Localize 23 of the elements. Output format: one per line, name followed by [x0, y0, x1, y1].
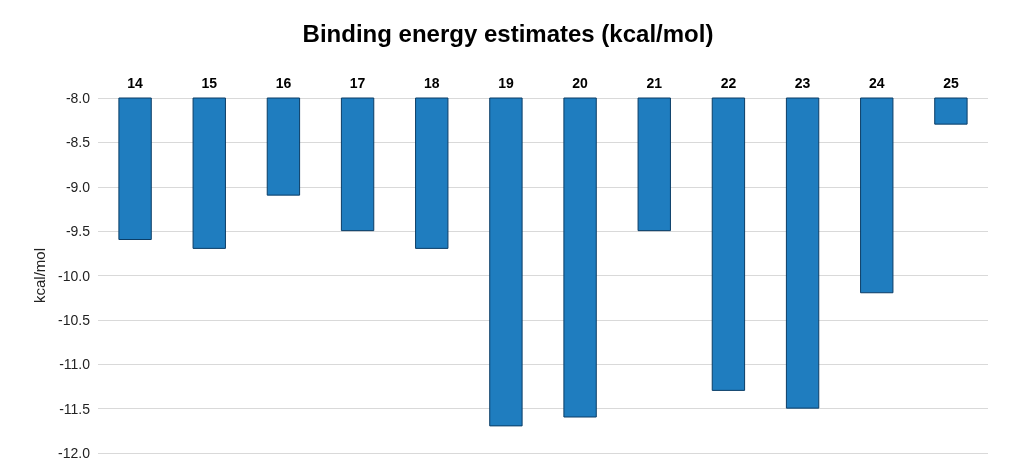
- y-tick-label: -9.5: [65, 223, 91, 240]
- x-tick-label: 14: [127, 75, 144, 91]
- x-tick-label: 18: [423, 75, 440, 91]
- y-axis-title: kcal/mol: [31, 247, 49, 304]
- y-tick-label: -11.0: [59, 356, 91, 373]
- y-tick-label: -8.5: [65, 134, 91, 151]
- x-tick-label: 19: [498, 75, 514, 91]
- chart-title: Binding energy estimates (kcal/mol): [302, 19, 714, 47]
- y-tick-label: -11.5: [59, 400, 91, 417]
- x-tick-label: 15: [201, 75, 218, 91]
- y-tick-label: -8.0: [65, 90, 91, 106]
- y-tick-label: -10.0: [58, 267, 91, 284]
- x-tick-label: 23: [794, 75, 811, 91]
- x-tick-label: 17: [349, 75, 366, 91]
- x-tick-label: 21: [646, 75, 663, 91]
- y-tick-label: -10.5: [58, 311, 91, 328]
- y-tick-label: -12.0: [58, 445, 91, 461]
- x-tick-label: 22: [720, 75, 737, 91]
- x-tick-label: 16: [275, 75, 292, 91]
- x-tick-label: 20: [572, 75, 589, 91]
- x-tick-label: 24: [868, 75, 885, 91]
- y-tick-label: -9.0: [65, 178, 91, 195]
- x-tick-label: 25: [943, 75, 959, 91]
